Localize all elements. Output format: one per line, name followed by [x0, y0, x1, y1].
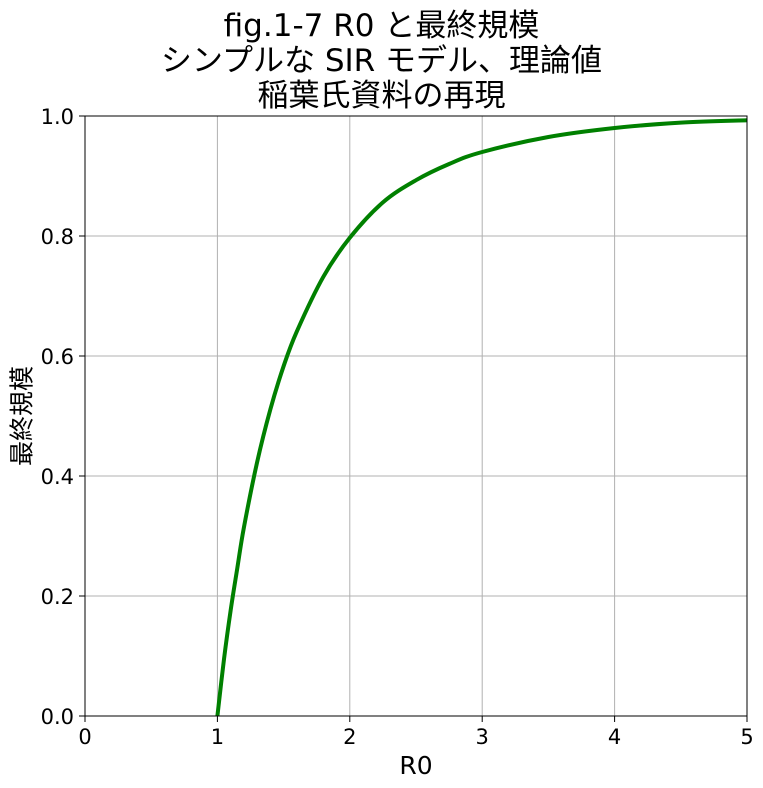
- chart-title-line-3: 稲葉氏資料の再現: [257, 78, 506, 114]
- plot-frame: [84, 115, 748, 717]
- chart-title-line-2: シンプルな SIR モデル、理論値: [160, 43, 603, 79]
- y-axis-label: 最終規模: [8, 366, 37, 466]
- grid-layer: [84, 115, 748, 717]
- tick-layer: 0 1 2 3 4 5 0.0 0.2 0.4 0.6 0.8 1.0: [41, 105, 754, 749]
- y-tick-label: 0.8: [41, 225, 74, 249]
- y-tick-label: 0.2: [41, 585, 74, 609]
- y-tick-label: 1.0: [41, 105, 74, 129]
- x-tick-label: 4: [608, 725, 621, 749]
- x-tick-label: 2: [343, 725, 356, 749]
- x-tick-label: 3: [476, 725, 489, 749]
- series-line: [215, 118, 748, 717]
- x-tick-label: 5: [740, 725, 753, 749]
- y-tick-label: 0.0: [41, 705, 74, 729]
- series-layer: [215, 118, 748, 717]
- x-tick-label: 0: [78, 725, 91, 749]
- x-tick-label: 1: [211, 725, 224, 749]
- y-tick-label: 0.4: [41, 465, 74, 489]
- x-axis-label: R0: [399, 751, 432, 780]
- y-tick-label: 0.6: [41, 345, 74, 369]
- chart-title-line-1: fig.1-7 R0 と最終規模: [223, 8, 540, 44]
